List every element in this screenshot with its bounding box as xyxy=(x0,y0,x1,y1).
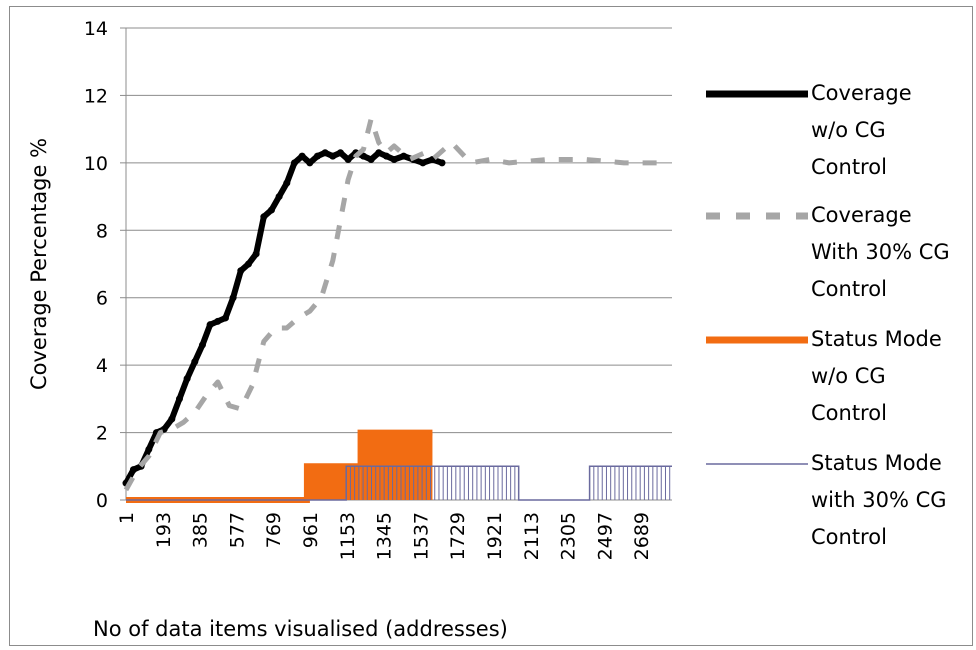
series-point xyxy=(283,179,291,187)
series-point xyxy=(183,375,191,383)
series-point xyxy=(229,294,237,302)
series-point xyxy=(275,193,283,201)
legend-label: Control xyxy=(811,155,887,179)
series-point xyxy=(298,152,306,160)
series-group xyxy=(122,116,672,503)
x-tick-label: 1 xyxy=(116,512,138,524)
x-tick-label: 961 xyxy=(300,512,322,548)
y-tick-label: 14 xyxy=(84,18,108,40)
series-point xyxy=(214,317,222,325)
y-tick-label: 2 xyxy=(96,423,108,445)
legend: Coverage w/o CG Control Coverage With 30% CG… xyxy=(706,81,950,549)
series-point xyxy=(198,341,206,349)
series-point xyxy=(244,260,252,268)
x-tick-label: 1345 xyxy=(374,512,396,560)
status-block xyxy=(306,466,361,500)
legend-label: Status Mode xyxy=(811,327,942,351)
y-tick-label: 0 xyxy=(96,490,108,512)
series-point xyxy=(313,152,321,160)
series-point xyxy=(367,155,375,163)
x-tick-label: 2113 xyxy=(521,512,543,560)
x-tick-label: 1537 xyxy=(410,512,432,560)
legend-label: w/o CG xyxy=(811,118,886,142)
series-point xyxy=(290,159,298,167)
x-tick-label: 1729 xyxy=(447,512,469,560)
x-tick-labels: 1 193 385 577 769 961 1153 1345 1537 1729 1921 2113… xyxy=(116,512,653,560)
x-tick-label: 385 xyxy=(190,512,212,548)
series-point xyxy=(191,358,199,366)
series-point xyxy=(329,152,337,160)
series-point xyxy=(419,159,427,167)
series-point xyxy=(344,155,352,163)
x-tick-label: 2305 xyxy=(558,512,580,560)
x-tick-label: 577 xyxy=(226,512,248,548)
y-tick-label: 12 xyxy=(84,85,108,107)
series-point xyxy=(206,321,214,329)
legend-item-3: Status Mode w/o CG Control xyxy=(706,327,942,425)
series-4 xyxy=(126,465,672,501)
y-tick-label: 6 xyxy=(96,288,108,310)
legend-label: w/o CG xyxy=(811,364,886,388)
series-point xyxy=(382,152,390,160)
series-point xyxy=(321,149,329,157)
series-point xyxy=(306,159,314,167)
series-point xyxy=(145,445,153,453)
series-point xyxy=(375,149,383,157)
series-point xyxy=(237,267,245,275)
x-tick-label: 193 xyxy=(153,512,175,548)
x-tick-label: 2689 xyxy=(631,512,653,560)
y-tick-label: 10 xyxy=(84,153,108,175)
legend-item-1: Coverage w/o CG Control xyxy=(706,81,912,179)
series-point xyxy=(267,206,275,214)
legend-label: Coverage xyxy=(811,81,912,105)
legend-item-4: Status Mode with 30% CG Control xyxy=(706,451,947,549)
series-point xyxy=(252,250,260,258)
x-tick-label: 1921 xyxy=(484,512,506,560)
legend-label: Status Mode xyxy=(811,451,942,475)
series-line xyxy=(123,116,663,492)
series-point xyxy=(438,159,446,167)
series-2 xyxy=(123,116,663,492)
series-point xyxy=(336,149,344,157)
y-tick-label: 4 xyxy=(96,355,108,377)
x-tick-label: 2497 xyxy=(594,512,616,560)
grid-lines xyxy=(120,27,672,501)
series-point xyxy=(400,152,408,160)
x-tick-label: 769 xyxy=(263,512,285,548)
legend-label: with 30% CG xyxy=(811,488,947,512)
series-point xyxy=(221,314,229,322)
series-point xyxy=(390,155,398,163)
legend-label: Control xyxy=(811,401,887,425)
series-point xyxy=(359,152,367,160)
legend-item-2: Coverage With 30% CG Control xyxy=(706,203,950,301)
series-point xyxy=(175,395,183,403)
chart-frame xyxy=(9,6,973,646)
y-tick-label: 8 xyxy=(96,220,108,242)
series-1 xyxy=(122,149,446,487)
legend-label: Control xyxy=(811,277,887,301)
y-tick-labels: 0 2 4 6 8 10 12 14 xyxy=(84,18,108,512)
series-point xyxy=(129,466,137,474)
legend-label: With 30% CG xyxy=(811,240,950,264)
y-axis-title: Coverage Percentage % xyxy=(27,138,51,390)
series-point xyxy=(168,415,176,423)
legend-label: Control xyxy=(811,525,887,549)
x-tick-label: 1153 xyxy=(337,512,359,560)
series-point xyxy=(260,213,268,221)
x-axis-title: No of data items visualised (addresses) xyxy=(93,617,508,641)
legend-label: Coverage xyxy=(811,203,912,227)
